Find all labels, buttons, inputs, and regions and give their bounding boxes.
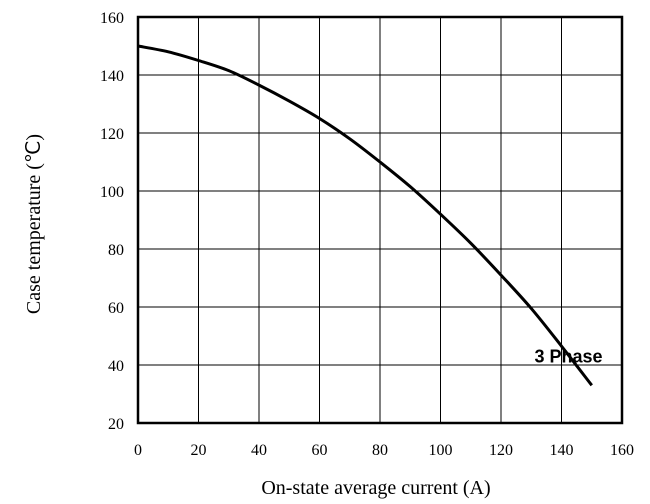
x-tick-label-80: 80 xyxy=(372,442,388,459)
y-tick-label-20: 20 xyxy=(108,416,124,433)
y-tick-label-160: 160 xyxy=(100,10,124,27)
y-tick-label-120: 120 xyxy=(100,126,124,143)
x-tick-label-0: 0 xyxy=(134,442,142,459)
y-tick-label-140: 140 xyxy=(100,68,124,85)
x-tick-label-20: 20 xyxy=(191,442,207,459)
y-tick-label-80: 80 xyxy=(108,242,124,259)
x-tick-label-100: 100 xyxy=(429,442,453,459)
y-tick-labels: 20 40 60 80 100 120 140 160 xyxy=(100,10,124,433)
series-line-3-phase xyxy=(137,44,593,387)
x-tick-label-160: 160 xyxy=(610,442,634,459)
x-tick-labels: 0 20 40 60 80 100 120 140 160 xyxy=(134,442,634,459)
y-axis-label: Case temperature (℃) xyxy=(23,134,45,314)
x-tick-label-60: 60 xyxy=(312,442,328,459)
x-tick-label-140: 140 xyxy=(550,442,574,459)
x-tick-label-40: 40 xyxy=(251,442,267,459)
grid-lines xyxy=(138,17,622,423)
x-tick-label-120: 120 xyxy=(489,442,513,459)
plot-frame xyxy=(136,15,624,425)
y-tick-label-40: 40 xyxy=(108,358,124,375)
annotation-3-phase: 3 Phase xyxy=(535,346,603,366)
y-tick-label-60: 60 xyxy=(108,300,124,317)
x-axis-label: On-state average current (A) xyxy=(261,477,490,499)
y-tick-label-100: 100 xyxy=(100,184,124,201)
